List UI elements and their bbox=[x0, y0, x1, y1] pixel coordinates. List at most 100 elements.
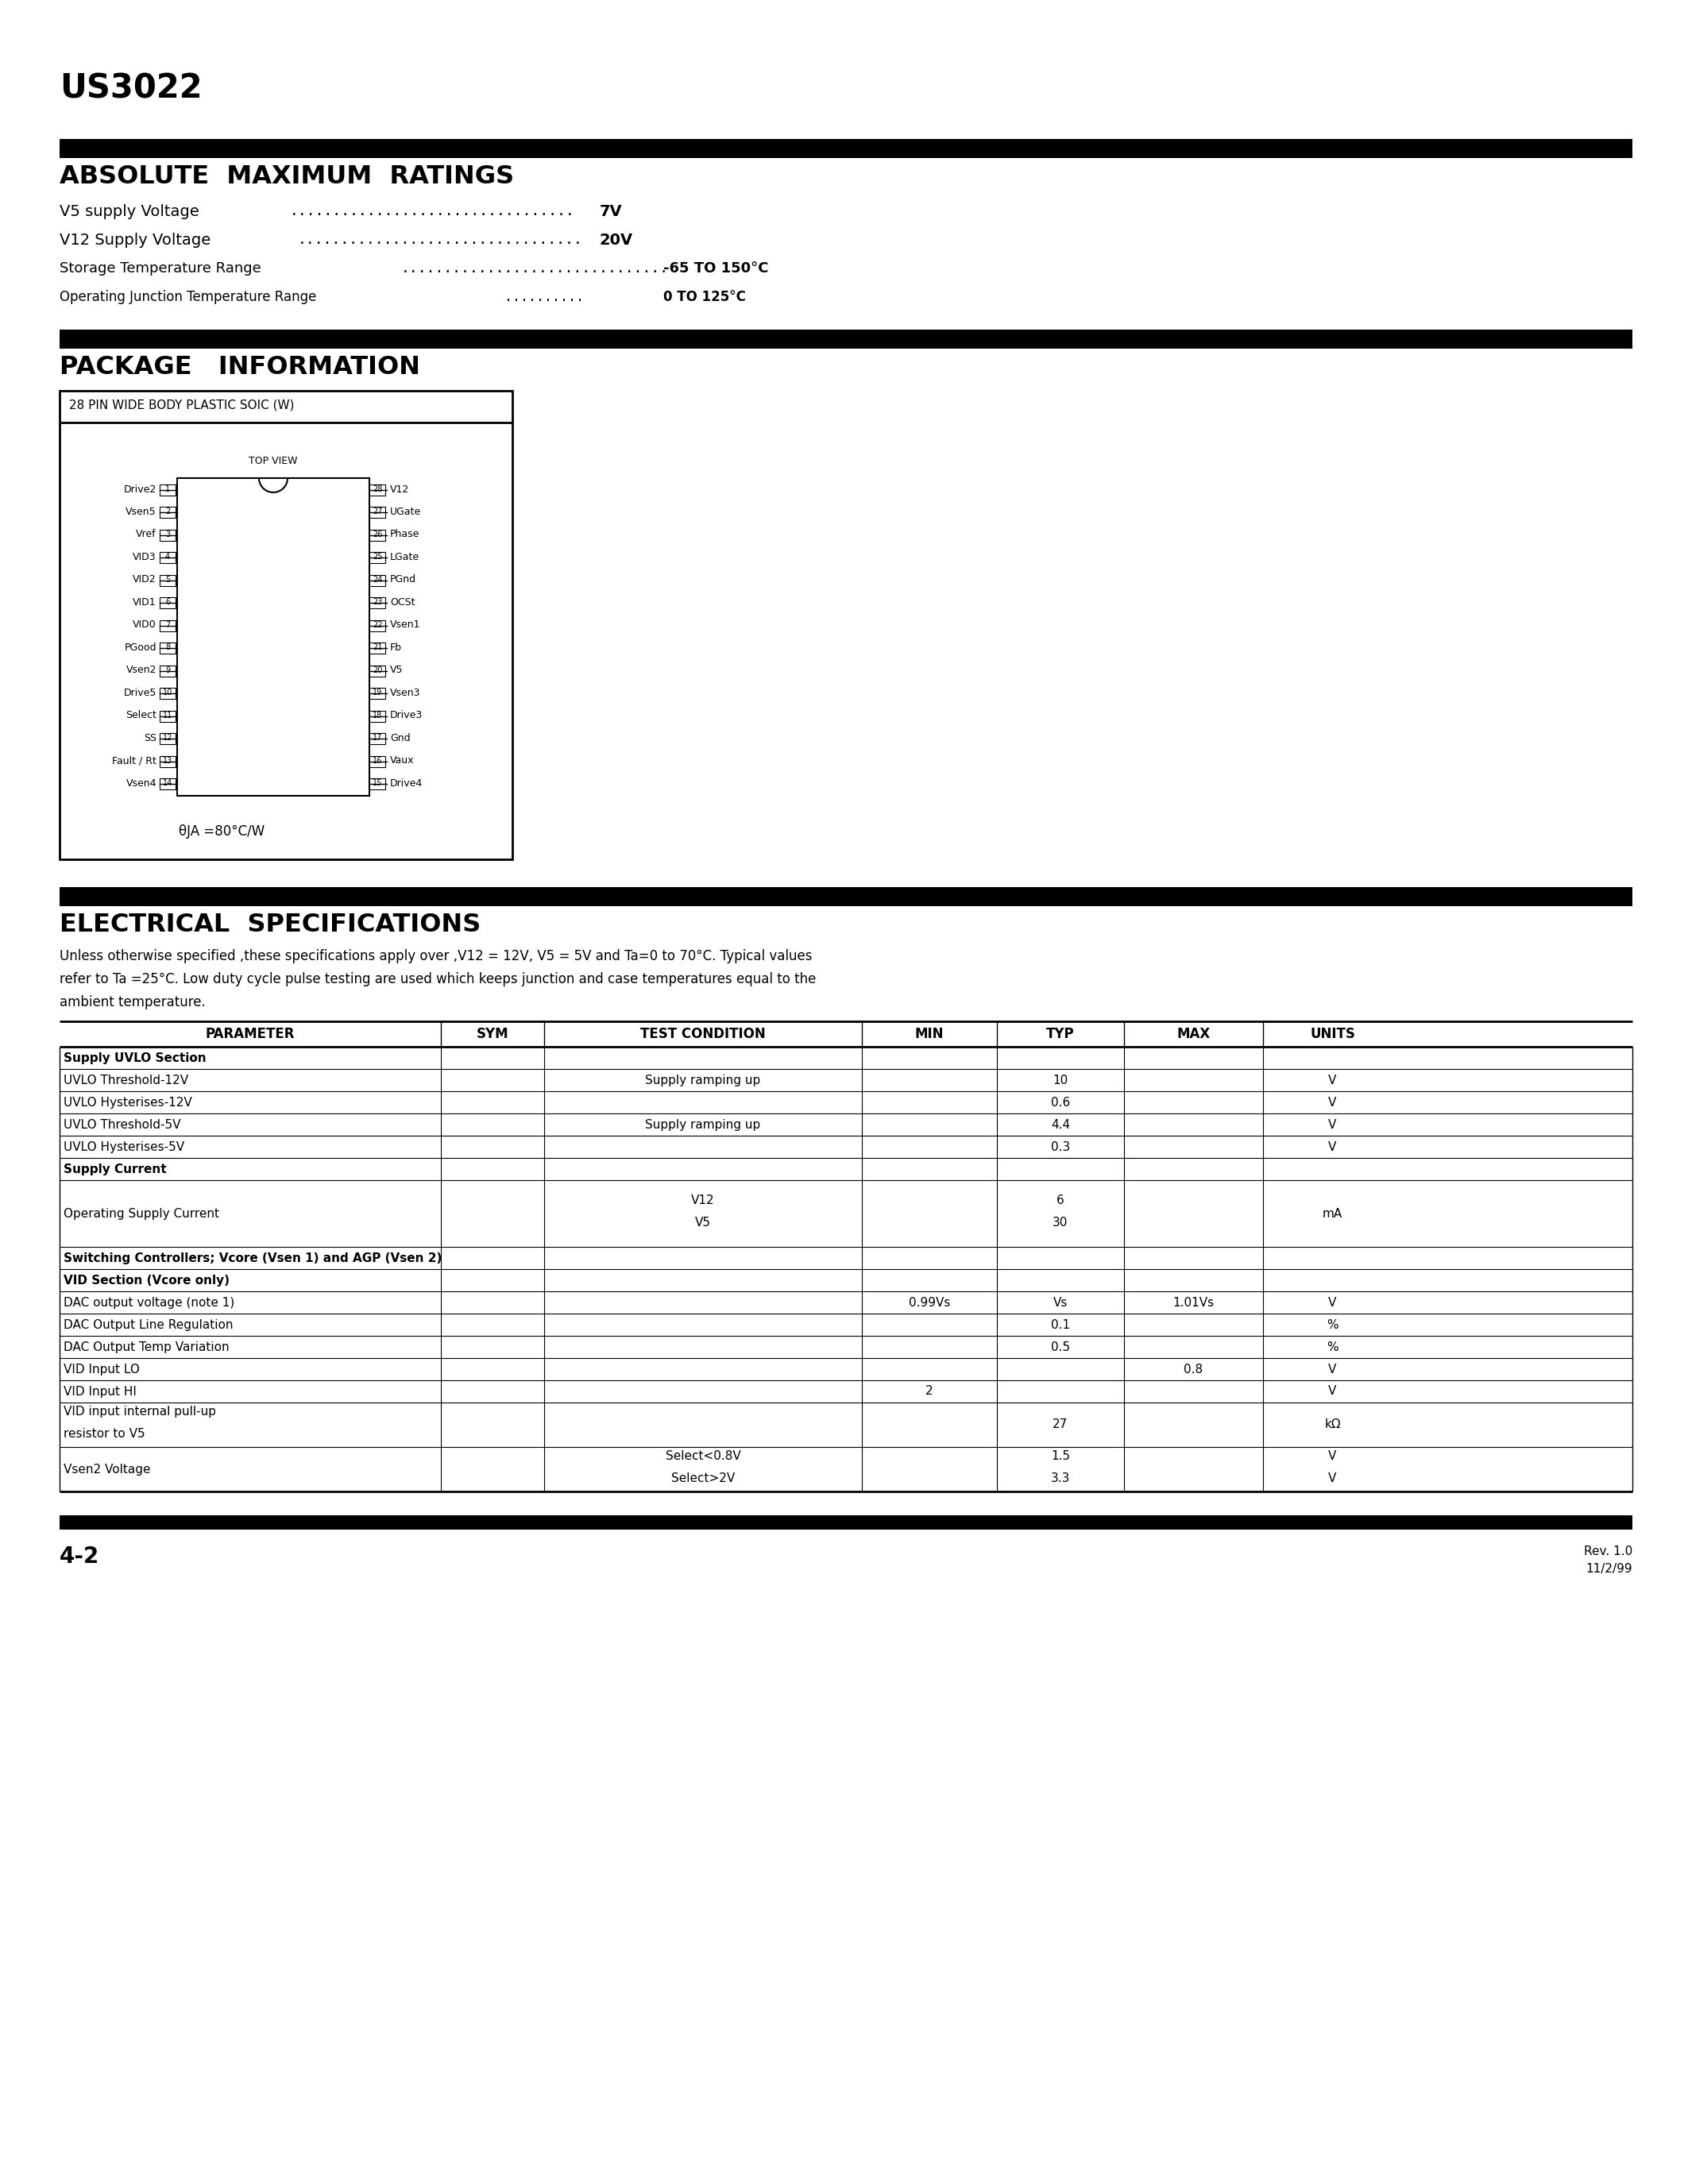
Bar bbox=[370, 642, 385, 653]
Text: 0.99Vs: 0.99Vs bbox=[908, 1297, 950, 1308]
Text: refer to Ta =25°C. Low duty cycle pulse testing are used which keeps junction an: refer to Ta =25°C. Low duty cycle pulse … bbox=[59, 972, 815, 987]
Text: 13: 13 bbox=[162, 756, 172, 764]
Text: 5: 5 bbox=[165, 577, 170, 583]
Text: 2: 2 bbox=[165, 509, 170, 515]
Bar bbox=[160, 778, 176, 788]
Text: Vs: Vs bbox=[1053, 1297, 1069, 1308]
Bar bbox=[370, 710, 385, 721]
Text: Fault / Rt: Fault / Rt bbox=[111, 756, 157, 767]
Text: 0 TO 125°C: 0 TO 125°C bbox=[663, 290, 746, 304]
Text: Supply UVLO Section: Supply UVLO Section bbox=[64, 1053, 206, 1064]
Text: ABSOLUTE  MAXIMUM  RATINGS: ABSOLUTE MAXIMUM RATINGS bbox=[59, 164, 515, 190]
Text: 7: 7 bbox=[165, 620, 170, 629]
Text: V: V bbox=[1328, 1472, 1337, 1485]
Text: %: % bbox=[1327, 1341, 1339, 1352]
Text: ELECTRICAL  SPECIFICATIONS: ELECTRICAL SPECIFICATIONS bbox=[59, 913, 481, 937]
Text: VID Section (Vcore only): VID Section (Vcore only) bbox=[64, 1273, 230, 1286]
Text: Vsen1: Vsen1 bbox=[390, 620, 420, 629]
Text: ambient temperature.: ambient temperature. bbox=[59, 996, 206, 1009]
Text: Drive3: Drive3 bbox=[390, 710, 422, 721]
Text: Operating Junction Temperature Range: Operating Junction Temperature Range bbox=[59, 290, 316, 304]
Text: 0.8: 0.8 bbox=[1183, 1363, 1204, 1376]
Text: TEST CONDITION: TEST CONDITION bbox=[640, 1026, 766, 1042]
Text: MAX: MAX bbox=[1177, 1026, 1210, 1042]
Text: VID Input HI: VID Input HI bbox=[64, 1385, 137, 1398]
Text: 17: 17 bbox=[373, 734, 381, 743]
Bar bbox=[160, 507, 176, 518]
Bar bbox=[160, 756, 176, 767]
Text: 19: 19 bbox=[373, 688, 381, 697]
Text: OCSt: OCSt bbox=[390, 596, 415, 607]
Text: V: V bbox=[1328, 1140, 1337, 1153]
Text: V5: V5 bbox=[390, 664, 403, 675]
Text: 23: 23 bbox=[373, 598, 381, 607]
Text: resistor to V5: resistor to V5 bbox=[64, 1428, 145, 1439]
Text: Storage Temperature Range: Storage Temperature Range bbox=[59, 262, 262, 275]
Text: SYM: SYM bbox=[476, 1026, 508, 1042]
Bar bbox=[370, 778, 385, 788]
Text: Rev. 1.0: Rev. 1.0 bbox=[1583, 1546, 1632, 1557]
Bar bbox=[177, 478, 370, 795]
Text: 25: 25 bbox=[373, 553, 381, 561]
Text: 10: 10 bbox=[1053, 1075, 1069, 1085]
Text: 6: 6 bbox=[1057, 1195, 1065, 1206]
Bar bbox=[370, 553, 385, 563]
Bar bbox=[370, 574, 385, 585]
Bar bbox=[160, 553, 176, 563]
Bar bbox=[370, 485, 385, 496]
Text: 8: 8 bbox=[165, 644, 170, 651]
Text: -65 TO 150°C: -65 TO 150°C bbox=[663, 262, 768, 275]
Bar bbox=[59, 330, 1632, 349]
Bar bbox=[370, 734, 385, 745]
Bar bbox=[160, 620, 176, 631]
Text: 20: 20 bbox=[373, 666, 381, 675]
Text: VID0: VID0 bbox=[133, 620, 157, 629]
Text: Select>2V: Select>2V bbox=[672, 1472, 734, 1485]
Bar bbox=[370, 688, 385, 699]
Text: 12: 12 bbox=[162, 734, 172, 743]
Text: UVLO Hysterises-12V: UVLO Hysterises-12V bbox=[64, 1096, 192, 1107]
Bar bbox=[160, 642, 176, 653]
Text: 1.01Vs: 1.01Vs bbox=[1173, 1297, 1214, 1308]
Text: UNITS: UNITS bbox=[1310, 1026, 1355, 1042]
Text: 3.3: 3.3 bbox=[1050, 1472, 1070, 1485]
Text: Vsen3: Vsen3 bbox=[390, 688, 420, 699]
Bar bbox=[370, 531, 385, 542]
Text: 26: 26 bbox=[373, 531, 381, 539]
Text: Select: Select bbox=[125, 710, 157, 721]
Text: kΩ: kΩ bbox=[1325, 1420, 1340, 1431]
Text: V: V bbox=[1328, 1297, 1337, 1308]
Bar bbox=[370, 620, 385, 631]
Text: PGood: PGood bbox=[125, 642, 157, 653]
Bar bbox=[59, 140, 1632, 157]
Text: Select<0.8V: Select<0.8V bbox=[665, 1450, 741, 1461]
Text: UGate: UGate bbox=[390, 507, 422, 518]
Text: Supply ramping up: Supply ramping up bbox=[645, 1118, 761, 1131]
Bar bbox=[160, 666, 176, 677]
Text: 20V: 20V bbox=[599, 234, 633, 247]
Text: 0.6: 0.6 bbox=[1052, 1096, 1070, 1107]
Text: 0.5: 0.5 bbox=[1052, 1341, 1070, 1352]
Text: 9: 9 bbox=[165, 666, 170, 675]
Text: V: V bbox=[1328, 1363, 1337, 1376]
Text: Vsen2: Vsen2 bbox=[127, 664, 157, 675]
Text: .................................: ................................. bbox=[297, 234, 582, 247]
Bar bbox=[59, 887, 1632, 906]
Text: Operating Supply Current: Operating Supply Current bbox=[64, 1208, 219, 1219]
Text: 14: 14 bbox=[162, 780, 172, 786]
Text: PACKAGE   INFORMATION: PACKAGE INFORMATION bbox=[59, 356, 420, 380]
Text: 6: 6 bbox=[165, 598, 170, 607]
Text: US3022: US3022 bbox=[59, 72, 203, 105]
Text: V: V bbox=[1328, 1450, 1337, 1461]
Bar bbox=[160, 485, 176, 496]
Text: V: V bbox=[1328, 1118, 1337, 1131]
Text: 22: 22 bbox=[373, 620, 381, 629]
Text: VID input internal pull-up: VID input internal pull-up bbox=[64, 1406, 216, 1417]
Text: Vsen4: Vsen4 bbox=[127, 778, 157, 788]
Text: 4-2: 4-2 bbox=[59, 1546, 100, 1568]
Text: LGate: LGate bbox=[390, 553, 420, 561]
Text: 2: 2 bbox=[925, 1385, 933, 1398]
Text: UVLO Threshold-12V: UVLO Threshold-12V bbox=[64, 1075, 189, 1085]
Text: PARAMETER: PARAMETER bbox=[206, 1026, 295, 1042]
Text: 18: 18 bbox=[373, 712, 381, 719]
